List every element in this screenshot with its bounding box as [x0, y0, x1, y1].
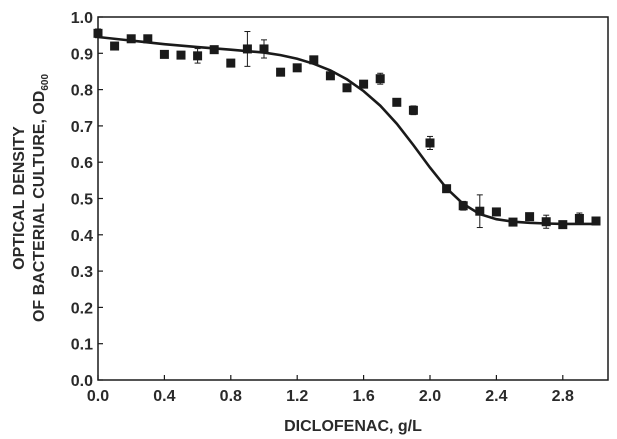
data-point: [574, 213, 584, 223]
plot-frame: [97, 16, 609, 381]
y-tick-label: 0.9: [71, 46, 93, 63]
data-point: [159, 49, 169, 59]
data-point: [309, 55, 319, 65]
y-axis-title-line1: OPTICAL DENSITY: [11, 126, 28, 270]
data-point: [242, 44, 252, 54]
data-point: [359, 79, 369, 89]
data-point: [508, 217, 518, 227]
y-tick-label: 0.0: [71, 373, 93, 390]
x-tick-label: 2.0: [419, 388, 441, 405]
y-tick-label: 0.3: [71, 264, 93, 281]
data-point: [226, 58, 236, 68]
data-point: [525, 212, 535, 222]
data-point: [458, 201, 468, 211]
x-tick-label: 1.2: [286, 388, 308, 405]
data-point: [193, 51, 203, 61]
data-point: [475, 206, 485, 216]
x-axis-title: DICLOFENAC, g/L: [284, 418, 422, 435]
data-point: [93, 28, 103, 38]
x-tick-label: 2.4: [485, 388, 507, 405]
data-point: [292, 63, 302, 73]
y-tick-label: 0.8: [71, 83, 93, 100]
data-point: [143, 34, 153, 44]
data-point: [259, 44, 269, 54]
y-tick-label: 0.6: [71, 155, 93, 172]
y-tick-label: 0.7: [71, 119, 93, 136]
x-tick-label: 0.8: [220, 388, 242, 405]
data-point: [209, 45, 219, 55]
x-axis-ticks: 0.0 0.4 0.8 1.2 1.6 2.0 2.4 2.8: [87, 375, 574, 405]
fit-curve: [97, 35, 596, 226]
data-point: [126, 34, 136, 44]
data-point: [110, 41, 120, 51]
data-point: [392, 97, 402, 107]
data-points: [93, 28, 601, 230]
data-point: [491, 207, 501, 217]
data-point: [591, 216, 601, 226]
y-tick-label: 0.5: [71, 192, 93, 209]
y-tick-label: 0.2: [71, 300, 93, 317]
x-tick-label: 0.0: [87, 388, 109, 405]
x-tick-label: 0.4: [153, 388, 175, 405]
y-axis-ticks: 0.0 0.1 0.2 0.3 0.4 0.5 0.6 0.7 0.8 0.9 1.0: [71, 10, 103, 390]
data-point: [276, 67, 286, 77]
y-tick-label: 0.1: [71, 337, 93, 354]
data-point: [325, 71, 335, 81]
data-point: [442, 184, 452, 194]
data-point: [375, 74, 385, 84]
y-tick-label: 1.0: [71, 10, 93, 27]
data-point: [558, 220, 568, 230]
x-tick-label: 2.8: [552, 388, 574, 405]
y-axis-title: OPTICAL DENSITY OF BACTERIAL CULTURE, OD…: [11, 74, 51, 323]
data-point: [408, 105, 418, 115]
y-axis-title-line2: OF BACTERIAL CULTURE, OD600: [31, 74, 51, 323]
y-axis-title-main: OF BACTERIAL CULTURE, OD: [31, 91, 48, 322]
data-point: [176, 50, 186, 60]
data-point: [425, 138, 435, 148]
y-tick-label: 0.4: [71, 228, 93, 245]
data-point: [541, 217, 551, 227]
x-tick-label: 1.6: [352, 388, 374, 405]
data-point: [342, 83, 352, 93]
y-axis-title-subscript: 600: [40, 74, 51, 91]
